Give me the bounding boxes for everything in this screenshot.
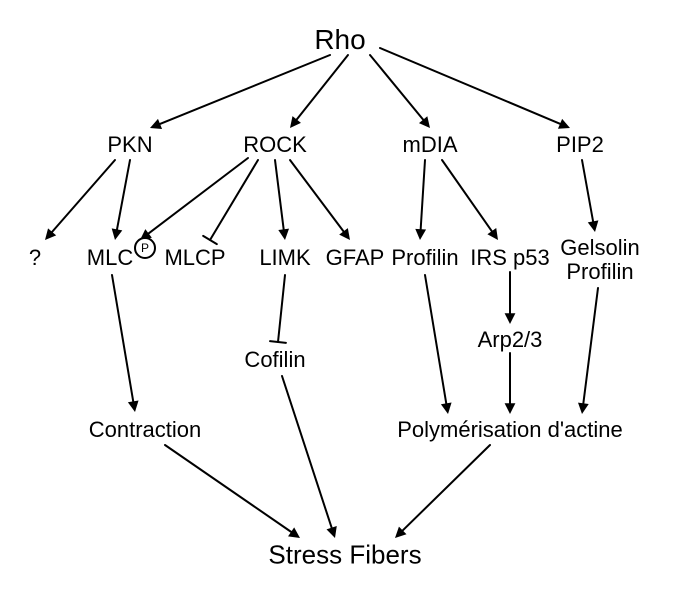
node-mlc: MLC: [87, 245, 133, 271]
node-rock: ROCK: [243, 132, 307, 158]
node-cofilin: Cofilin: [244, 347, 305, 373]
node-profilin-2: Profilin: [566, 259, 633, 285]
node-question: ?: [29, 245, 41, 271]
node-pkn: PKN: [107, 132, 152, 158]
node-gfap: GFAP: [326, 245, 385, 271]
node-mdia: mDIA: [403, 132, 458, 158]
edges-layer: [0, 0, 681, 603]
node-pip2: PIP2: [556, 132, 604, 158]
node-profilin: Profilin: [391, 245, 458, 271]
node-gelsolin: Gelsolin: [560, 235, 639, 261]
node-irs-p53: IRS p53: [470, 245, 550, 271]
node-rho: Rho: [314, 24, 365, 56]
phospho-badge-icon: P: [134, 237, 156, 259]
diagram-stage: Rho PKN ROCK mDIA PIP2 ? MLC MLCP LIMK G…: [0, 0, 681, 603]
node-arp23: Arp2/3: [478, 327, 543, 353]
node-limk: LIMK: [259, 245, 310, 271]
node-contraction: Contraction: [89, 417, 202, 443]
node-mlcp: MLCP: [164, 245, 225, 271]
node-actin-polymerisation: Polymérisation d'actine: [397, 417, 623, 443]
node-stress-fibers: Stress Fibers: [268, 540, 421, 571]
